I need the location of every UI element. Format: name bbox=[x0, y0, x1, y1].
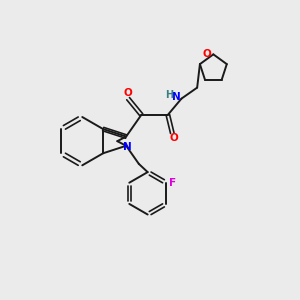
Text: H: H bbox=[165, 90, 173, 100]
Text: N: N bbox=[123, 142, 132, 152]
Text: O: O bbox=[124, 88, 133, 98]
Text: N: N bbox=[172, 92, 181, 102]
Text: O: O bbox=[169, 134, 178, 143]
Text: F: F bbox=[169, 178, 176, 188]
Text: O: O bbox=[202, 50, 211, 59]
